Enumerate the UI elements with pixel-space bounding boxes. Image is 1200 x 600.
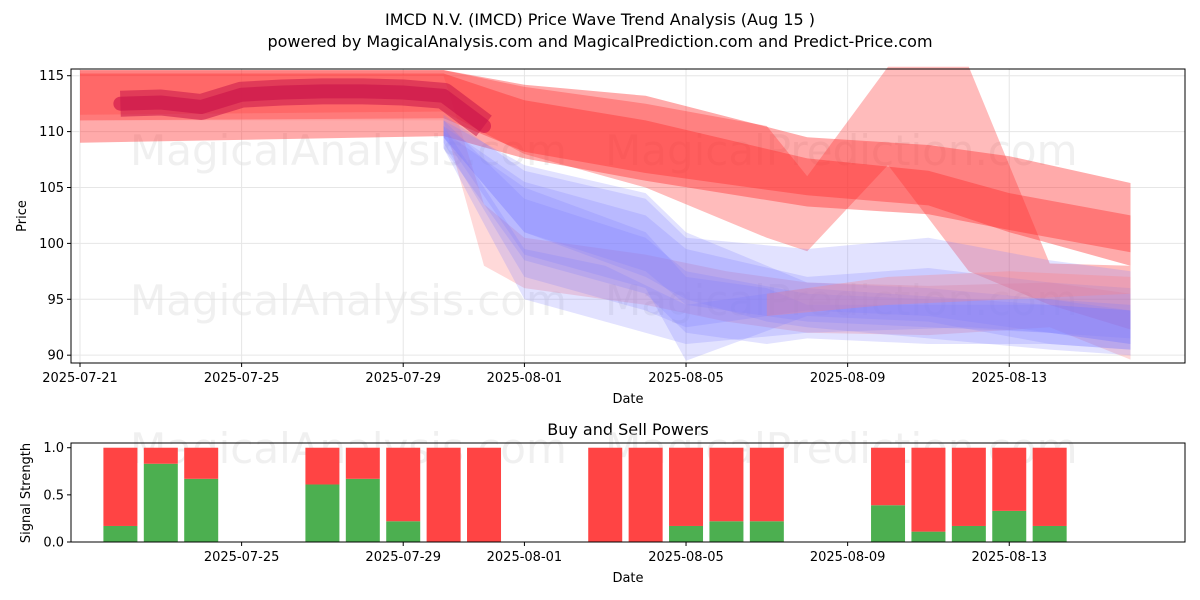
price-history-glow [120,78,492,137]
x-tick-label: 2025-08-13 [971,371,1047,386]
signal-title: Buy and Sell Powers [547,420,709,439]
sell-bar [184,447,219,479]
sell-bar [871,447,906,506]
x-tick-label: 2025-07-21 [42,371,118,386]
buy-bar [669,525,704,542]
signal-x-tick-label: 2025-08-05 [648,550,724,565]
sell-bar [992,447,1027,511]
sell-bar [426,447,461,542]
y-tick-label: 100 [39,237,64,252]
watermark-prediction-2: MagicalPrediction.com [605,276,1078,325]
price-plot-area [71,69,1185,363]
sell-bar [467,447,502,542]
signal-x-tick-label: 2025-07-29 [365,550,441,565]
forecast-band-pink [766,271,1131,316]
price-grid [71,69,1185,363]
watermark-prediction: MagicalPrediction.com [605,126,1078,175]
signal-ylabel: Signal Strength [19,443,34,543]
buy-bar [1032,525,1067,542]
sell-bar [1032,447,1067,526]
price-history [113,78,492,137]
forecast-band-red [80,66,1131,330]
sell-bar [386,447,421,522]
buy-bar [143,463,178,542]
buy-bar [911,531,946,542]
forecast-band-blue [443,126,1131,344]
signal-frame [70,442,1186,543]
signal-panel: Buy and Sell Powers MagicalAnalysis.com … [19,420,1186,586]
buy-bar [992,510,1027,542]
buy-bar [871,505,906,542]
sell-bar [709,447,744,522]
price-ylabel: Price [15,200,30,232]
forecast-band-pink [80,75,1131,360]
sell-bar [951,447,986,526]
forecast-band-blue [443,120,1131,345]
y-tick-label: 115 [39,69,64,84]
buy-bar [184,478,219,542]
sell-bar [911,447,946,532]
signal-x-tick-label: 2025-07-25 [204,550,280,565]
watermark-analysis-2: MagicalAnalysis.com [130,276,567,325]
buy-bar [345,478,380,542]
buy-bar [951,525,986,542]
signal-x-tick-label: 2025-08-13 [971,550,1047,565]
signal-x-tick-label: 2025-08-01 [487,550,563,565]
buy-bar [305,484,340,542]
x-tick-label: 2025-07-25 [204,371,280,386]
sell-bar [628,447,663,542]
signal-y-tick-label: 1.0 [43,441,64,456]
forecast-band-red [80,70,1131,253]
sell-bar [749,447,784,522]
price-watermarks: MagicalAnalysis.com MagicalPrediction.co… [130,126,1078,325]
signal-bars [103,447,1067,542]
signal-xlabel: Date [612,571,643,586]
signal-axes: 0.0 0.5 1.0 2025-07-25 2025-07-29 2025-08-01 2… [43,441,1047,565]
signal-y-tick-label: 0.0 [43,536,64,551]
chart-title: IMCD N.V. (IMCD) Price Wave Trend Analys… [384,10,816,29]
y-tick-label: 90 [47,349,64,364]
x-tick-label: 2025-08-09 [810,371,886,386]
chart-subtitle: powered by MagicalAnalysis.com and Magic… [267,32,933,51]
sell-bar [103,447,138,526]
signal-y-tick-label: 0.5 [43,488,64,503]
buy-bar [709,521,744,542]
sell-bar [588,447,623,542]
x-tick-label: 2025-08-01 [487,371,563,386]
forecast-band-blue [443,120,1131,356]
y-tick-label: 95 [47,293,64,308]
x-tick-label: 2025-08-05 [648,371,724,386]
forecast-band-blue [443,114,1131,361]
sell-bar [305,447,340,485]
buy-bar [103,525,138,542]
price-frame [70,68,1186,364]
signal-x-tick-label: 2025-08-09 [810,550,886,565]
y-tick-label: 110 [39,125,64,140]
sell-bar [669,447,704,526]
forecast-band-blue [443,131,1131,350]
buy-bar [749,521,784,542]
watermark-analysis: MagicalAnalysis.com [130,126,567,175]
forecast-band-blue [443,126,1131,344]
price-xlabel: Date [612,392,643,407]
buy-bar [386,521,421,542]
sell-bar [143,447,178,464]
y-tick-label: 105 [39,181,64,196]
sell-bar [345,447,380,479]
price-panel: MagicalAnalysis.com MagicalPrediction.co… [15,66,1186,407]
x-tick-label: 2025-07-29 [365,371,441,386]
price-axes: 90 95 100 105 110 115 2025-07-21 2025-07-25 2025… [39,69,1047,386]
